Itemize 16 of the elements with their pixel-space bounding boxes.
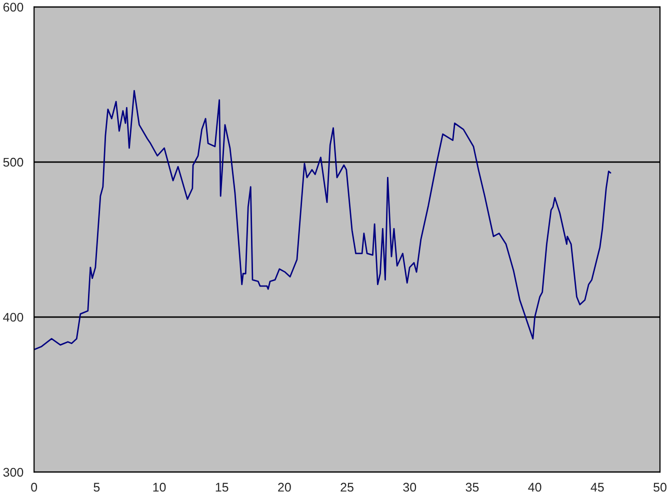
x-tick-label: 5 bbox=[94, 482, 100, 492]
y-tick-label: 400 bbox=[3, 312, 24, 322]
x-tick-label: 10 bbox=[153, 482, 166, 492]
x-tick-label: 25 bbox=[340, 482, 354, 492]
x-tick-label: 50 bbox=[654, 482, 666, 492]
x-tick-label: 40 bbox=[528, 482, 542, 492]
y-tick-label: 300 bbox=[3, 468, 24, 477]
x-tick-label: 45 bbox=[590, 482, 604, 492]
x-tick-label: 15 bbox=[216, 482, 228, 492]
x-tick-label: 30 bbox=[403, 482, 416, 492]
x-tick-label: 20 bbox=[278, 482, 291, 492]
line-series bbox=[34, 90, 612, 350]
y-tick-label: 500 bbox=[3, 158, 24, 167]
x-tick-label: 0 bbox=[31, 482, 38, 492]
x-tick-label: 35 bbox=[466, 482, 479, 492]
y-tick-label: 600 bbox=[3, 2, 24, 12]
